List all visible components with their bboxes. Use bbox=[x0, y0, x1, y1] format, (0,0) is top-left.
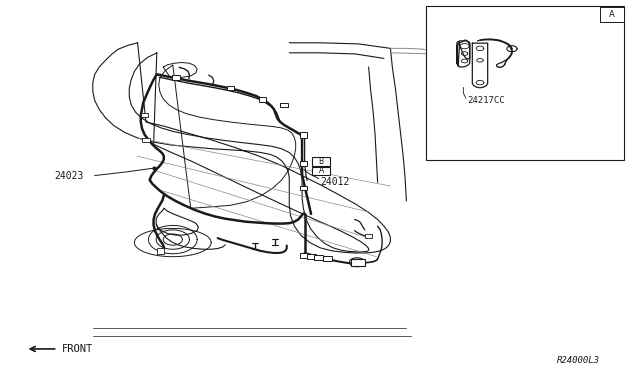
Bar bbox=[300, 132, 307, 138]
Text: 24023: 24023 bbox=[54, 171, 84, 180]
Bar bbox=[351, 259, 365, 266]
Text: FRONT: FRONT bbox=[61, 344, 93, 354]
Text: A: A bbox=[609, 10, 615, 19]
Bar bbox=[312, 157, 330, 166]
Text: B: B bbox=[319, 157, 324, 166]
Bar bbox=[314, 255, 323, 260]
Bar bbox=[259, 97, 266, 102]
Bar bbox=[141, 113, 148, 117]
Text: 24012: 24012 bbox=[320, 177, 349, 187]
Bar bbox=[323, 256, 332, 261]
Bar bbox=[300, 186, 307, 190]
Bar bbox=[307, 254, 316, 259]
Bar bbox=[300, 161, 307, 166]
Bar bbox=[312, 167, 330, 175]
Text: R24000L3: R24000L3 bbox=[557, 356, 600, 365]
Bar bbox=[227, 86, 234, 90]
Bar bbox=[157, 248, 164, 254]
Bar bbox=[280, 103, 288, 107]
Bar bbox=[426, 6, 624, 160]
Bar bbox=[600, 7, 624, 22]
Text: A: A bbox=[319, 166, 324, 175]
Bar bbox=[365, 234, 372, 238]
Text: 24217CC: 24217CC bbox=[467, 96, 505, 105]
Bar bbox=[172, 75, 180, 80]
Bar bbox=[300, 253, 309, 258]
Bar bbox=[142, 138, 150, 142]
